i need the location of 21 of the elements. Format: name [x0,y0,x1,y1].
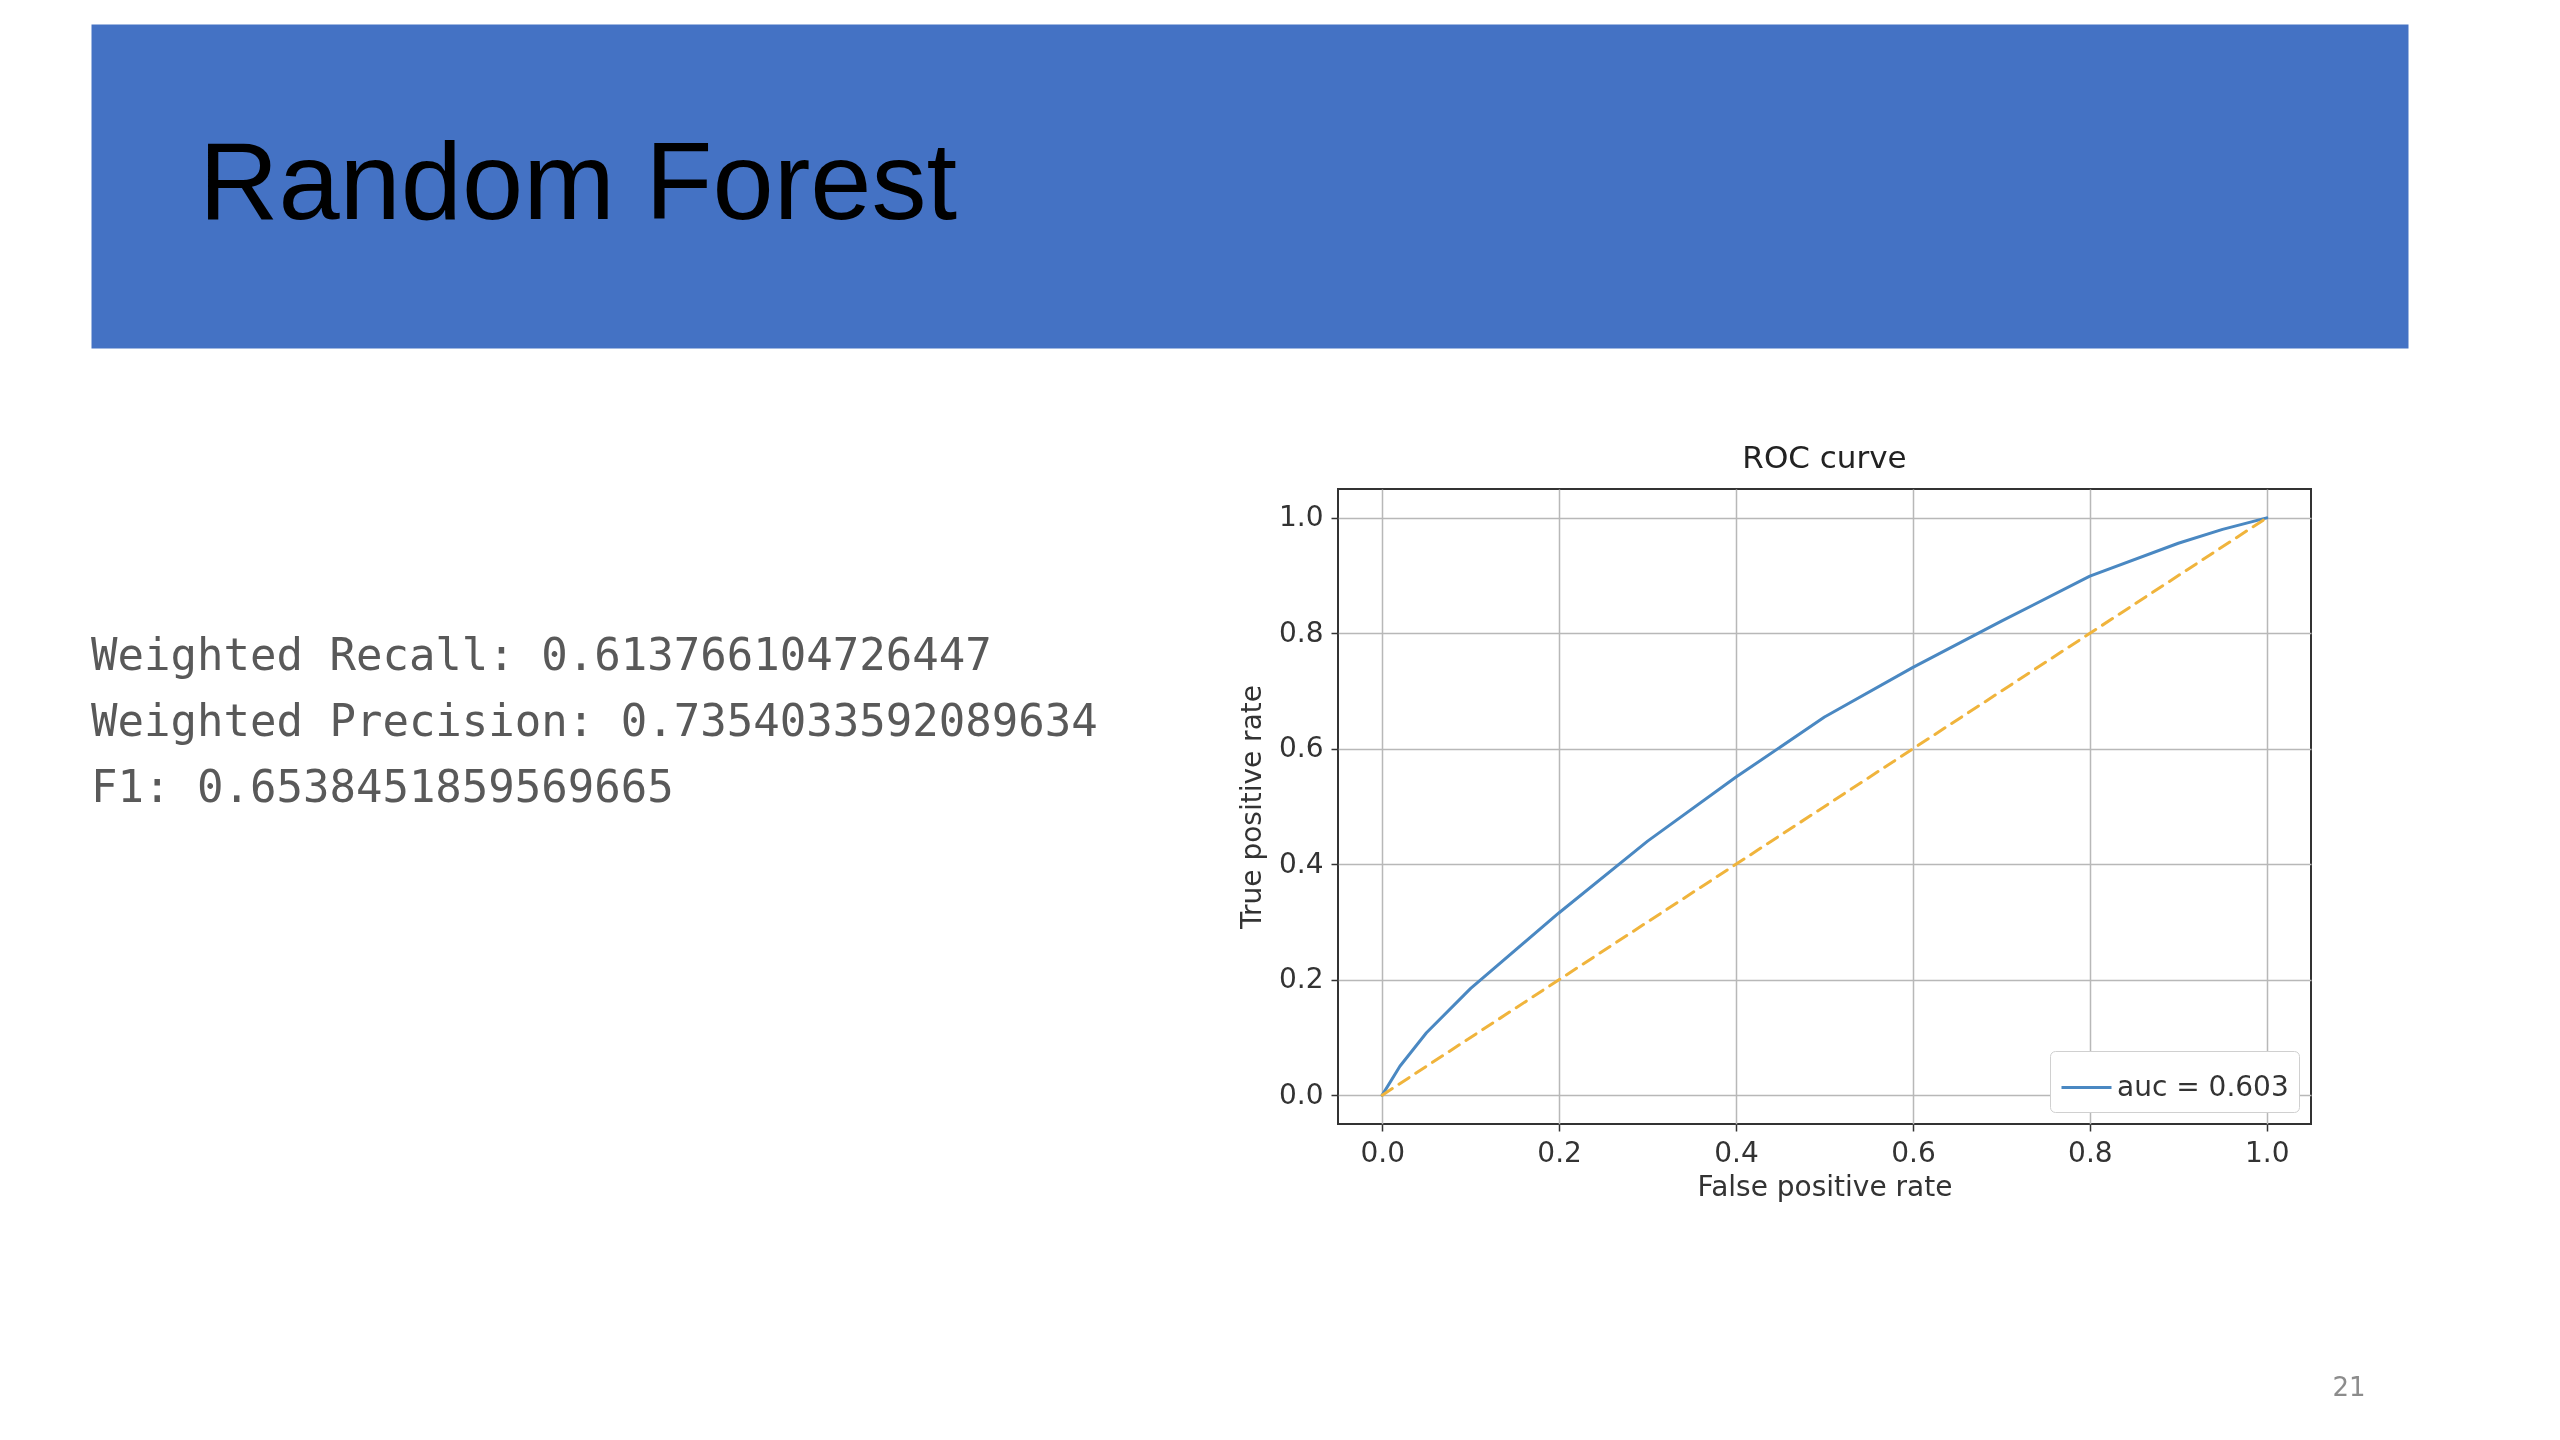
x-tick-label: 1.0 [2245,1135,2290,1169]
legend-label: auc = 0.603 [2117,1069,2289,1103]
text: F1: 0.6538451859569665 [91,761,674,812]
text: Weighted Precision: 0.7354033592089634 [91,695,1098,746]
text: 21 [2332,1372,2366,1402]
text: Weighted Recall: 0.613766104726447 [91,629,992,680]
x-tick-label: 0.8 [2068,1135,2113,1169]
text: Random Forest [199,119,958,242]
x-tick-label: 0.4 [1714,1135,1759,1169]
x-tick-label: 0.0 [1360,1135,1405,1169]
y-tick-label: 0.2 [1278,962,1324,996]
chart-title: ROC curve [1742,439,1907,475]
x-axis-title: False positive rate [1697,1169,1953,1203]
x-tick-label: 0.2 [1537,1135,1582,1169]
y-tick-label: 0.6 [1278,731,1324,765]
x-tick-label: 0.6 [1891,1135,1936,1169]
y-tick-label: 0.4 [1278,846,1324,880]
y-tick-label: 0.8 [1278,615,1324,649]
y-tick-label: 1.0 [1278,500,1324,534]
y-axis-title: True positive rate [1234,685,1268,930]
y-tick-label: 0.0 [1278,1077,1324,1111]
